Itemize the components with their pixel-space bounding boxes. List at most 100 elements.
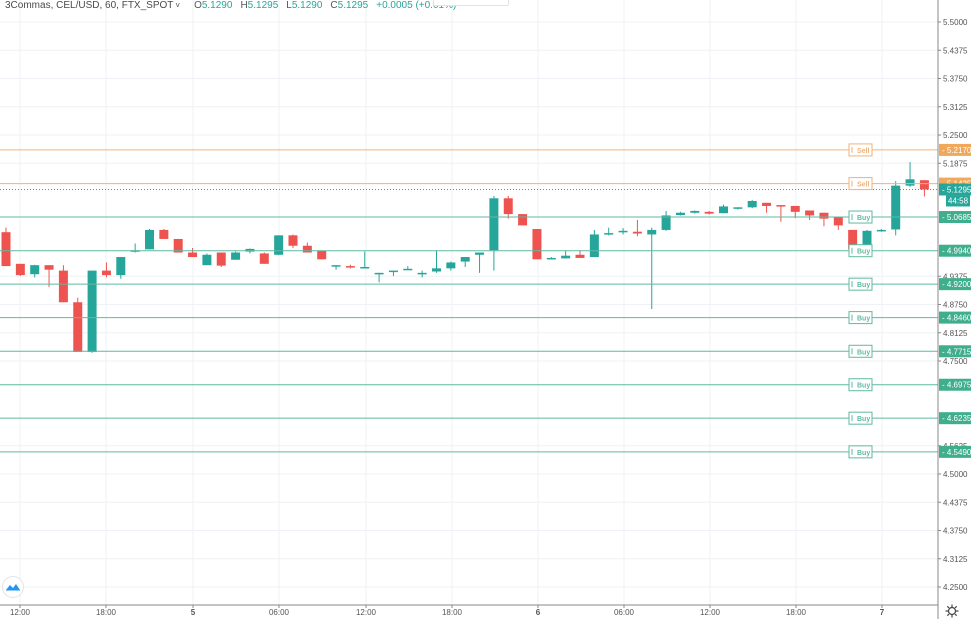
order-label-buy[interactable] — [848, 411, 873, 425]
candle-body — [145, 229, 154, 250]
price-axis-order-value: - 5.0685 — [942, 213, 971, 222]
candle-body — [518, 214, 528, 226]
price-axis-order-label — [939, 211, 971, 224]
candle-body — [475, 252, 485, 255]
candle-body — [202, 254, 212, 266]
price-tick-label: 5.3750 — [943, 75, 968, 84]
order-side-text: Buy — [857, 316, 870, 323]
countdown-value: 44:58 — [948, 196, 969, 205]
candle-body — [919, 180, 929, 190]
order-side-text: Buy — [857, 349, 870, 356]
price-tick-label: 5.5000 — [943, 18, 968, 27]
candle-body — [733, 207, 743, 209]
price-tick-label: 4.8750 — [943, 301, 968, 310]
time-tick-label: 06:00 — [614, 608, 635, 617]
candle-body — [848, 229, 858, 250]
tradingview-logo-icon[interactable] — [2, 576, 24, 598]
order-side-text: Buy — [857, 282, 870, 289]
candle-body — [259, 253, 269, 264]
candle-body — [719, 206, 728, 214]
candle-body — [331, 265, 341, 267]
candle-body — [360, 266, 370, 269]
candle-body — [374, 272, 384, 275]
candle-body — [116, 257, 126, 276]
order-label-sell[interactable] — [848, 177, 873, 191]
price-tick-label: 5.4375 — [943, 46, 968, 55]
candle-body — [216, 252, 226, 266]
candle-body — [790, 205, 800, 212]
price-axis-order-value: - 4.9940 — [942, 247, 971, 256]
candle-body — [589, 234, 599, 258]
candle-body — [819, 212, 829, 219]
candle-body — [317, 250, 327, 260]
candle-body — [302, 245, 312, 253]
candle-body — [388, 270, 398, 273]
candle-body — [862, 230, 872, 250]
candle-body — [446, 262, 456, 269]
candle-body — [173, 238, 183, 253]
order-side-text: Buy — [857, 249, 870, 256]
high-value: 5.1295 — [247, 0, 279, 11]
price-axis-order-label — [939, 412, 971, 425]
candle-body — [618, 230, 628, 233]
price-axis-order-label — [939, 345, 971, 358]
candle-body — [1, 232, 11, 267]
candle-body — [661, 215, 671, 230]
ohlc-values: O5.1290 H5.1295 L5.1290 C5.1295 +0.0005 … — [194, 0, 456, 14]
order-label-buy[interactable] — [848, 277, 873, 291]
candle-body — [905, 179, 915, 186]
candle-body — [44, 265, 54, 270]
chevron-down-icon[interactable]: ˅ — [175, 1, 181, 10]
chart-legend: 3Commas, CEL/USD, 60, FTX_SPOT ˅ O5.1290… — [5, 0, 456, 14]
time-tick-label: 12:00 — [10, 608, 31, 617]
candle-body — [891, 185, 901, 230]
order-side-text: Sell — [857, 148, 870, 155]
time-tick-label: 5 — [191, 608, 196, 617]
candle-body — [675, 212, 685, 216]
price-tick-label: 4.3125 — [943, 555, 968, 564]
price-tick-label: 4.7500 — [943, 357, 968, 366]
candle-body — [30, 265, 40, 275]
candle-body — [231, 252, 241, 260]
order-label-buy[interactable] — [848, 210, 873, 224]
change-value: +0.0005 (+0.01%) — [376, 0, 457, 11]
price-tick-label: 4.2500 — [943, 583, 968, 592]
candle-body — [647, 229, 657, 235]
order-label-buy[interactable] — [848, 445, 873, 459]
candle-body — [288, 235, 298, 246]
candle-body — [503, 198, 513, 215]
order-label-buy[interactable] — [848, 311, 873, 325]
price-axis-order-value: - 5.2170 — [942, 146, 971, 155]
price-tick-label: 4.8125 — [943, 329, 968, 338]
candle-body — [632, 231, 642, 234]
time-tick-label: 18:00 — [96, 608, 117, 617]
price-tick-label: 4.9375 — [943, 272, 968, 281]
price-tick-label: 4.3750 — [943, 527, 968, 536]
order-label-buy[interactable] — [848, 378, 873, 392]
open-value: 5.1290 — [201, 0, 233, 11]
price-axis-order-label — [939, 143, 971, 156]
order-label-buy[interactable] — [848, 244, 873, 258]
candle-body — [460, 257, 470, 262]
candle-body — [432, 268, 441, 272]
symbol-label[interactable]: 3Commas, CEL/USD, 60, FTX_SPOT — [5, 0, 174, 11]
gear-icon[interactable] — [945, 604, 959, 618]
price-tick-label: 4.4375 — [943, 498, 968, 507]
time-tick-label: 12:00 — [356, 608, 377, 617]
candle-body — [274, 235, 284, 255]
candle-body — [188, 252, 198, 258]
order-side-text: Sell — [857, 182, 870, 189]
time-tick-label: 7 — [880, 608, 885, 617]
order-label-buy[interactable] — [848, 344, 873, 358]
price-axis-order-value: - 4.9200 — [942, 280, 971, 289]
order-label-sell[interactable] — [848, 143, 873, 157]
last-price-value: - 5.1295 — [942, 185, 971, 194]
candle-body — [776, 205, 786, 207]
countdown-label — [946, 195, 970, 207]
candle-body — [876, 229, 886, 232]
candle-body — [403, 268, 413, 271]
last-price-label — [939, 183, 971, 196]
time-tick-label: 6 — [536, 608, 541, 617]
price-axis-order-label — [939, 311, 971, 324]
